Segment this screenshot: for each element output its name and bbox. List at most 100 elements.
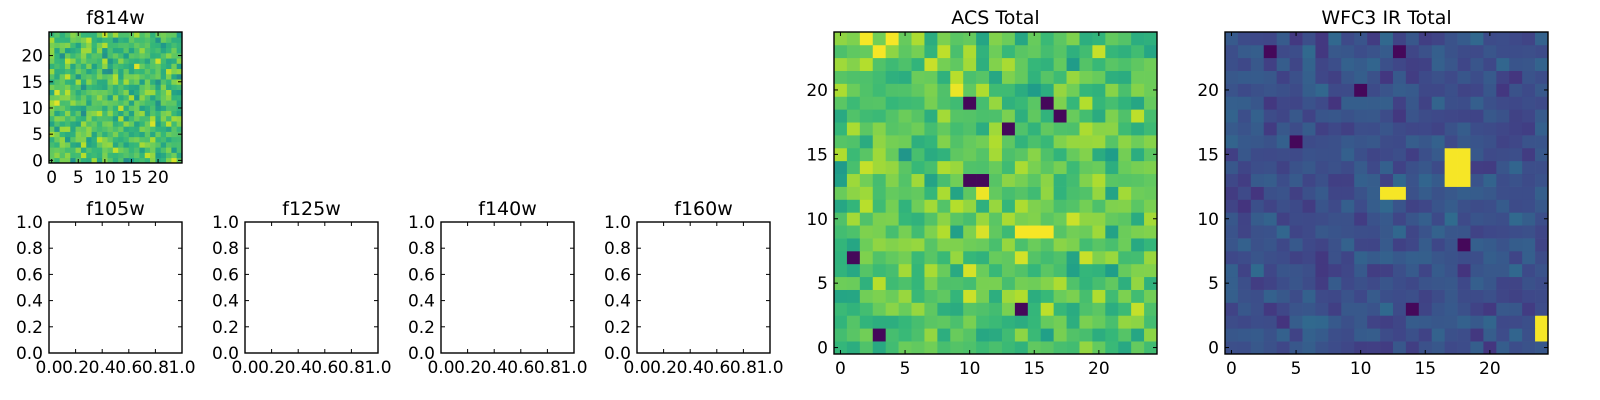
heatmap-cell xyxy=(1509,199,1523,213)
heatmap-cell xyxy=(989,44,1003,59)
heatmap-cell xyxy=(1509,109,1523,123)
heatmap-cell xyxy=(1289,212,1303,226)
heatmap-cell xyxy=(1418,186,1433,200)
heatmap-cell xyxy=(989,160,1003,175)
heatmap-cell xyxy=(1522,160,1536,175)
heatmap-cell xyxy=(1354,122,1368,136)
heatmap-cell xyxy=(171,73,178,80)
heatmap-cell xyxy=(1496,147,1510,162)
heatmap-cell xyxy=(107,63,114,70)
heatmap-cell xyxy=(1328,341,1342,355)
heatmap-cell xyxy=(1225,302,1239,316)
heatmap-cell xyxy=(112,136,119,143)
heatmap-cell xyxy=(1001,32,1016,46)
heatmap-cell xyxy=(150,68,156,75)
heatmap-cell xyxy=(1457,173,1471,187)
heatmap-cell xyxy=(102,147,108,153)
heatmap-cell xyxy=(1315,122,1329,136)
heatmap-cell xyxy=(1509,302,1523,316)
heatmap-cell xyxy=(1263,57,1278,71)
heatmap-cell xyxy=(96,47,103,54)
heatmap-cell xyxy=(54,73,60,80)
heatmap-cell xyxy=(885,315,899,329)
heatmap-cell xyxy=(144,52,151,59)
heatmap-cell xyxy=(1001,160,1016,175)
heatmap-cell xyxy=(885,328,899,342)
heatmap-cell xyxy=(155,84,162,90)
heatmap-cell xyxy=(1341,147,1355,162)
heatmap-cell xyxy=(54,32,60,38)
heatmap-cell xyxy=(80,100,87,106)
heatmap-cell xyxy=(898,57,912,71)
heatmap-cell xyxy=(118,84,124,90)
heatmap-cell xyxy=(976,186,990,200)
heatmap-cell xyxy=(80,47,87,54)
heatmap-cell xyxy=(160,110,167,117)
heatmap-cell xyxy=(1001,83,1016,97)
heatmap-cell xyxy=(86,110,92,117)
heatmap-cell xyxy=(1144,173,1158,187)
heatmap-cell xyxy=(1250,289,1265,303)
heatmap-cell xyxy=(989,263,1003,278)
heatmap-cell xyxy=(150,63,156,70)
heatmap-cell xyxy=(128,121,135,127)
heatmap-cell xyxy=(171,147,178,153)
heatmap-cell xyxy=(1405,289,1420,303)
heatmap-cell xyxy=(872,96,887,110)
heatmap-cell xyxy=(1328,57,1342,71)
heatmap-cell xyxy=(1457,250,1471,265)
heatmap-cell xyxy=(1014,173,1029,187)
heatmap-cell xyxy=(1079,109,1093,123)
heatmap-cell xyxy=(59,157,66,164)
heatmap-cell xyxy=(1053,225,1067,239)
heatmap-cell xyxy=(1392,160,1407,175)
heatmap-cell xyxy=(1315,276,1329,290)
heatmap-cell xyxy=(846,199,861,213)
heatmap-cell xyxy=(1027,44,1042,59)
heatmap-cell xyxy=(54,63,60,70)
heatmap-cell xyxy=(1092,173,1106,187)
heatmap-cell xyxy=(937,238,951,252)
heatmap-cell xyxy=(1092,96,1106,110)
heatmap-cell xyxy=(1237,122,1252,136)
heatmap-cell xyxy=(107,89,114,96)
heatmap-cell xyxy=(1131,328,1145,342)
heatmap-cell xyxy=(1040,263,1054,278)
heatmap-cell xyxy=(1040,315,1054,329)
heatmap-cell xyxy=(1092,70,1106,84)
heatmap-cell xyxy=(1144,186,1158,200)
heatmap-cell xyxy=(1289,225,1303,239)
heatmap-cell xyxy=(937,186,951,200)
heatmap-cell xyxy=(859,328,874,342)
heatmap-cell xyxy=(118,136,124,143)
heatmap-cell xyxy=(96,115,103,122)
heatmap-cell xyxy=(1131,96,1145,110)
heatmap-cell xyxy=(846,32,861,46)
heatmap-cell xyxy=(885,135,899,149)
heatmap-cell xyxy=(963,122,977,136)
heatmap-cell xyxy=(1328,199,1342,213)
heatmap-cell xyxy=(107,121,114,127)
heatmap-cell xyxy=(70,121,76,127)
heatmap-cell xyxy=(1131,212,1145,226)
heatmap-cell xyxy=(1263,341,1278,355)
heatmap-cell xyxy=(1457,289,1471,303)
heatmap-cell xyxy=(1354,44,1368,59)
heatmap-cell xyxy=(75,84,82,90)
heatmap-cell xyxy=(54,37,60,43)
heatmap-cell xyxy=(911,109,925,123)
heatmap-cell xyxy=(846,212,861,226)
heatmap-cell xyxy=(911,199,925,213)
heatmap-cell xyxy=(1289,199,1303,213)
heatmap-cell xyxy=(1328,289,1342,303)
heatmap-cell xyxy=(160,79,167,85)
x-tick-label: 0.4 xyxy=(285,358,312,378)
heatmap-cell xyxy=(86,147,92,153)
heatmap-cell xyxy=(859,315,874,329)
axes-frame xyxy=(440,221,575,354)
heatmap-cell xyxy=(1483,212,1497,226)
heatmap-cell xyxy=(107,32,114,38)
heatmap-cell xyxy=(1066,238,1080,252)
heatmap-cell xyxy=(107,131,114,138)
